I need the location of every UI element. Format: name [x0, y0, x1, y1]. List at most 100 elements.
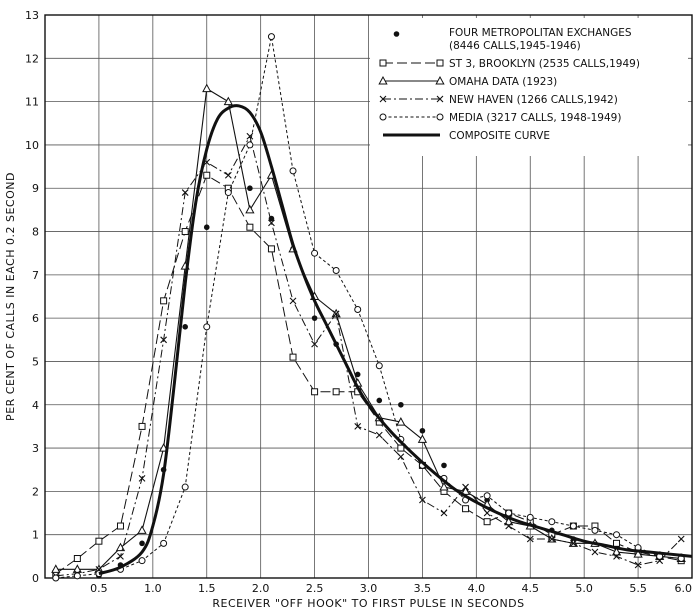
series-5 [98, 104, 693, 576]
data-point [398, 401, 404, 408]
data-point [526, 535, 534, 543]
y-tick-label: 7 [32, 269, 39, 282]
data-point [677, 535, 685, 543]
series-4 [52, 33, 685, 582]
data-point [505, 522, 513, 530]
y-tick-label: 3 [32, 442, 39, 455]
y-tick-label: 12 [25, 52, 39, 65]
data-point [376, 397, 383, 404]
x-tick-label: 5.5 [629, 582, 647, 595]
data-point [73, 555, 81, 563]
data-point [223, 96, 233, 106]
data-point [613, 539, 621, 547]
data-point [137, 525, 147, 534]
data-point [436, 113, 444, 121]
x-tick-label: 2.5 [306, 582, 324, 595]
data-point [139, 540, 145, 547]
data-point [375, 362, 383, 370]
x-tick-label: 5.0 [575, 582, 593, 595]
series-line [55, 88, 682, 570]
y-axis-label: PER CENT OF CALLS IN EACH 0.2 SECOND [4, 172, 17, 421]
data-point [436, 59, 444, 67]
data-point [289, 297, 297, 305]
data-point [311, 340, 318, 348]
data-point [569, 539, 577, 547]
legend-item: OMAHA DATA (1923) [378, 75, 557, 88]
data-point [419, 496, 426, 504]
data-point [203, 224, 210, 231]
data-point [51, 564, 61, 573]
x-tick-label: 2.0 [252, 582, 270, 595]
data-point [181, 483, 189, 491]
data-point [378, 75, 388, 85]
data-point [462, 505, 470, 513]
data-point [439, 482, 449, 491]
data-point [505, 509, 513, 517]
data-point [462, 483, 469, 491]
y-tick-label: 2 [32, 485, 39, 498]
data-point [52, 574, 60, 582]
legend-label: ST 3, BROOKLYN (2535 CALLS,1949) [449, 58, 640, 70]
data-point [268, 219, 275, 227]
y-tick-label: 11 [25, 96, 39, 109]
y-tick-label: 4 [32, 399, 39, 412]
x-tick-label: 1.5 [198, 582, 216, 595]
data-point [332, 388, 340, 396]
legend-label: COMPOSITE CURVE [449, 130, 550, 142]
data-point [224, 171, 232, 179]
x-axis-ticks: 0.5 1.0 1.5 2.0 2.5 3.0 3.5 4.0 4.5 5.0 5.5 6.0 [90, 582, 692, 595]
data-point [393, 31, 400, 37]
x-tick-label: 1.0 [144, 582, 162, 595]
data-point [379, 113, 387, 121]
data-point [160, 336, 168, 344]
y-tick-label: 13 [25, 9, 39, 22]
series-line [55, 36, 682, 579]
data-point [117, 552, 124, 560]
data-point [311, 249, 319, 257]
data-point [203, 323, 211, 331]
legend-background [370, 18, 688, 156]
series-line [55, 174, 682, 575]
legend-item: MEDIA (3217 CALLS, 1948-1949) [379, 112, 621, 124]
data-point [611, 546, 622, 556]
data-point [417, 434, 428, 443]
data-point [181, 189, 189, 196]
data-point [354, 305, 362, 313]
y-tick-label: 9 [32, 182, 39, 195]
legend-item: ST 3, BROOKLYN (2535 CALLS,1949) [379, 58, 640, 70]
x-tick-label: 4.5 [522, 582, 540, 595]
legend-label: NEW HAVEN (1266 CALLS,1942) [449, 94, 618, 106]
data-point [311, 388, 319, 396]
data-point [160, 539, 168, 547]
data-point [440, 509, 448, 517]
data-point [181, 228, 189, 236]
data-point [182, 324, 188, 330]
series-line [98, 104, 693, 576]
data-point [548, 535, 556, 543]
data-point [483, 518, 491, 526]
data-point [396, 417, 406, 426]
data-point [436, 95, 444, 103]
data-point [202, 83, 212, 93]
series-layer [51, 33, 693, 582]
data-point [591, 526, 599, 534]
legend-item: NEW HAVEN (1266 CALLS,1942) [379, 94, 618, 106]
legend: FOUR METROPOLITAN EXCHANGES(8446 CALLS,1… [370, 18, 688, 156]
data-point [224, 189, 232, 197]
y-tick-label: 8 [32, 226, 39, 239]
x-tick-label: 6.0 [675, 582, 693, 595]
y-tick-label: 5 [32, 355, 39, 368]
data-point [138, 422, 146, 430]
data-point [526, 513, 534, 521]
legend-item: FOUR METROPOLITAN EXCHANGES(8446 CALLS,1… [393, 27, 632, 52]
data-point [354, 423, 362, 430]
y-tick-label: 6 [32, 312, 39, 325]
legend-label: (8446 CALLS,1945-1946) [449, 40, 581, 52]
data-point [435, 75, 445, 85]
legend-label: OMAHA DATA (1923) [449, 76, 557, 88]
data-point [419, 427, 426, 434]
x-tick-label: 3.5 [414, 582, 432, 595]
x-axis-label: RECEIVER "OFF HOOK" TO FIRST PULSE IN SE… [212, 597, 524, 610]
data-point [397, 444, 405, 452]
